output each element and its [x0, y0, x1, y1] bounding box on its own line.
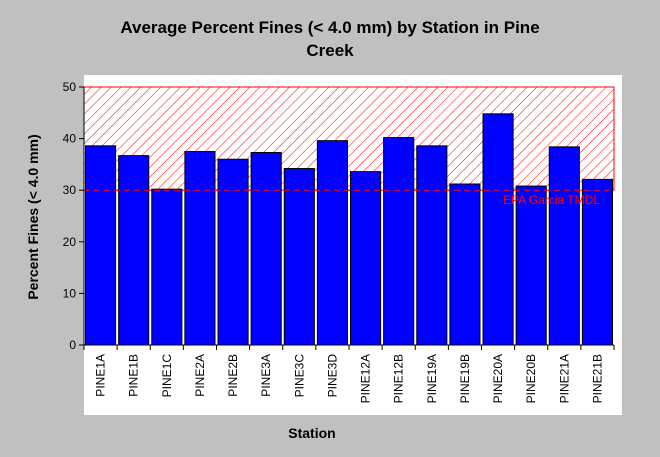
y-tick-label: 10 [63, 286, 77, 300]
chart-title-line-2: Creek [306, 41, 354, 60]
bar-pine21a [548, 146, 580, 346]
bar-pine19b [449, 183, 481, 346]
bar-pine1a [85, 145, 117, 346]
bar-pine19a [416, 145, 448, 346]
y-tick-label: 0 [69, 338, 76, 352]
bar-pine3d [316, 140, 348, 346]
x-tick-label: PINE21A [557, 354, 571, 403]
bar-pine21b [581, 178, 613, 346]
bar-pine2a [184, 151, 216, 346]
x-tick-label: PINE20A [491, 354, 505, 403]
x-tick-label: PINE2A [193, 354, 207, 397]
x-tick-label: PINE3D [325, 354, 339, 398]
x-tick-label: PINE19B [458, 354, 472, 403]
tmdl-label: EPA Garcia TMDL [503, 193, 600, 207]
x-tick-label: PINE12B [392, 354, 406, 403]
bar-pine1b [118, 155, 150, 346]
bar-pine20a [482, 113, 514, 346]
bar-pine1c [151, 188, 183, 346]
x-axis-title: Station [288, 425, 335, 441]
y-tick-label: 20 [63, 235, 77, 249]
y-tick-label: 30 [63, 183, 77, 197]
x-tick-label: PINE19A [425, 354, 439, 403]
chart-title-line-1: Average Percent Fines (< 4.0 mm) by Stat… [120, 18, 539, 37]
x-tick-label: PINE1C [160, 354, 174, 398]
bar-pine3a [250, 152, 282, 346]
x-tick-label: PINE1A [94, 354, 108, 397]
y-tick-label: 40 [63, 132, 77, 146]
x-tick-label: PINE12A [359, 354, 373, 403]
x-tick-label: PINE3C [292, 354, 306, 398]
x-tick-label: PINE1B [127, 354, 141, 397]
bar-pine12a [350, 171, 382, 346]
y-tick-label: 50 [63, 80, 77, 94]
bar-pine3c [283, 168, 315, 346]
bar-pine12b [383, 137, 415, 346]
x-tick-label: PINE3A [259, 354, 273, 397]
x-tick-label: PINE20B [524, 354, 538, 403]
x-tick-label: PINE21B [590, 354, 604, 403]
tmdl-band [83, 86, 615, 191]
y-axis-title: Percent Fines (< 4.0 mm) [25, 134, 41, 299]
x-tick-label: PINE2B [226, 354, 240, 397]
bar-pine20b [515, 185, 547, 346]
bar-pine2b [217, 158, 249, 346]
